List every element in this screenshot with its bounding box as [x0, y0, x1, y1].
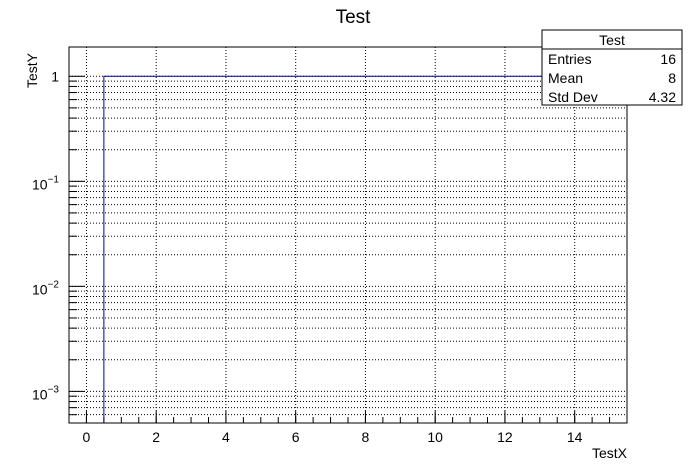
y-tick-exponent: −2	[48, 279, 60, 290]
histogram-bin	[103, 75, 139, 423]
y-tick-base: 10	[32, 281, 48, 297]
x-tick-label: 4	[222, 429, 230, 445]
y-tick-base: 10	[32, 386, 48, 402]
x-tick-label: 14	[567, 429, 583, 445]
stats-title: Test	[599, 32, 625, 48]
stats-value: 16	[660, 51, 676, 67]
plot-frame	[68, 46, 628, 424]
chart-title: Test	[336, 7, 372, 28]
stats-value: 8	[668, 70, 676, 86]
stats-label: Entries	[548, 51, 592, 67]
x-tick-label: 0	[83, 429, 91, 445]
y-tick-label: 10−3	[32, 384, 59, 402]
x-tick-label: 10	[427, 429, 443, 445]
x-tick-label: 6	[292, 429, 300, 445]
stats-box	[541, 29, 683, 106]
stats-label: Std Dev	[548, 89, 598, 105]
x-tick-label: 12	[497, 429, 513, 445]
x-tick-label: 2	[152, 429, 160, 445]
x-axis-label: TestX	[592, 445, 628, 461]
y-tick-exponent: −1	[48, 174, 60, 185]
y-tick-label: 10−2	[32, 279, 59, 297]
x-tick-label: 8	[362, 429, 370, 445]
stats-value: 4.32	[649, 89, 676, 105]
y-axis-label: TestY	[24, 52, 40, 88]
y-tick-exponent: −3	[48, 384, 60, 395]
y-tick-label: 1	[51, 68, 59, 84]
y-tick-label: 10−1	[32, 174, 59, 192]
y-tick-base: 10	[32, 176, 48, 192]
stats-label: Mean	[548, 70, 583, 86]
